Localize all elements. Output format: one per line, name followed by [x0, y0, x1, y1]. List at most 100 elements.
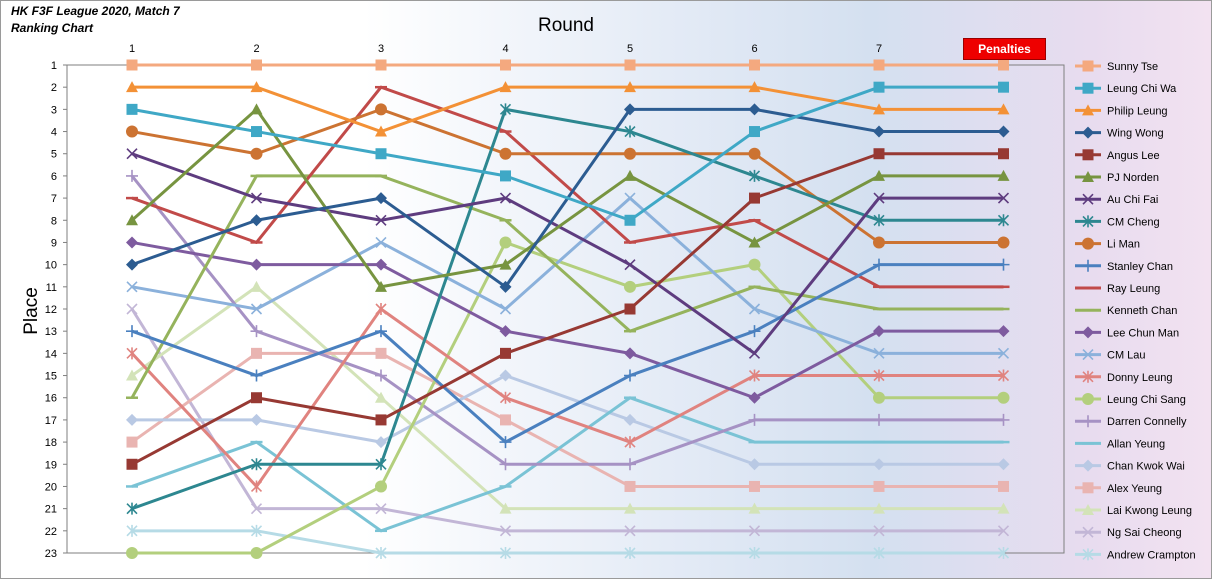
data-point	[873, 59, 885, 71]
y-tick-label: 22	[45, 526, 57, 538]
data-point	[624, 502, 636, 514]
data-point	[624, 214, 636, 226]
data-point	[624, 413, 636, 426]
data-point	[748, 347, 761, 359]
y-tick-label: 12	[45, 304, 57, 316]
data-point	[250, 103, 263, 115]
data-point	[748, 103, 761, 116]
legend-entry: Leung Chi Wa	[1107, 83, 1177, 95]
data-point	[375, 303, 387, 315]
penalty-point	[997, 458, 1010, 471]
data-point	[749, 59, 760, 71]
data-point	[748, 81, 761, 93]
data-point	[624, 369, 636, 382]
data-point	[126, 347, 138, 360]
data-point	[499, 436, 512, 449]
data-point	[499, 280, 512, 293]
data-point	[250, 214, 263, 227]
penalty-point	[997, 413, 1010, 426]
data-point	[250, 369, 263, 382]
data-point	[375, 547, 387, 559]
data-point	[873, 525, 885, 537]
data-point	[873, 169, 885, 181]
data-point	[375, 258, 387, 271]
legend-marker	[1082, 349, 1094, 361]
y-tick-label: 17	[45, 415, 57, 427]
data-point	[748, 391, 761, 404]
data-point	[499, 103, 512, 116]
data-point	[873, 125, 885, 138]
data-point	[375, 214, 387, 226]
data-point	[748, 236, 761, 248]
data-point	[873, 81, 885, 93]
data-point	[500, 347, 511, 359]
data-point	[251, 59, 262, 71]
legend-marker	[1082, 504, 1094, 515]
legend-entry: Allan Yeung	[1107, 438, 1165, 450]
y-tick-label: 14	[45, 348, 57, 360]
data-point	[375, 369, 387, 382]
legend-marker	[1082, 171, 1094, 182]
x-tick-label: 4	[502, 43, 508, 55]
legend-marker	[1082, 82, 1094, 94]
legend-entry: CM Cheng	[1107, 216, 1160, 228]
data-point	[748, 547, 761, 559]
data-point	[624, 125, 636, 138]
data-point	[250, 413, 263, 426]
legend-marker	[1082, 482, 1094, 494]
data-point	[250, 147, 263, 160]
data-point	[624, 303, 636, 315]
legend-entry: Ray Leung	[1107, 283, 1160, 295]
data-point	[126, 125, 138, 138]
legend-entry: Darren Connelly	[1107, 416, 1187, 428]
data-point	[250, 192, 263, 204]
penalty-point	[997, 369, 1010, 382]
y-tick-label: 4	[51, 127, 57, 139]
data-point	[250, 547, 263, 559]
legend-marker	[1082, 215, 1094, 228]
penalties-badge: Penalties	[963, 38, 1046, 60]
data-point	[499, 525, 512, 537]
legend-entry: Wing Wong	[1107, 128, 1164, 140]
data-point	[500, 59, 511, 71]
data-point	[375, 192, 387, 205]
data-point	[499, 325, 512, 338]
penalty-point	[997, 169, 1010, 181]
data-point	[499, 258, 512, 270]
data-point	[624, 480, 636, 492]
penalty-point	[997, 502, 1010, 514]
data-point	[375, 125, 387, 137]
legend-marker	[1082, 126, 1094, 139]
legend-entry: Alex Yeung	[1107, 483, 1162, 495]
legend-marker	[1082, 370, 1094, 383]
legend-marker	[1082, 193, 1094, 205]
chart-subtitle: Ranking Chart	[11, 21, 94, 35]
data-point	[499, 502, 512, 514]
x-tick-label: 2	[253, 43, 259, 55]
data-point	[126, 236, 138, 249]
data-point	[499, 236, 512, 249]
data-point	[126, 169, 138, 182]
x-tick-label: 7	[876, 43, 882, 55]
data-point	[748, 258, 761, 271]
data-point	[624, 81, 636, 93]
y-tick-label: 5	[51, 149, 57, 161]
data-point	[375, 59, 387, 71]
legend-entry: Angus Lee	[1107, 150, 1160, 162]
y-tick-label: 8	[51, 215, 57, 227]
data-point	[126, 214, 138, 226]
data-point	[499, 192, 512, 204]
penalty-point	[997, 125, 1010, 138]
data-point	[499, 81, 512, 93]
data-point	[499, 547, 512, 559]
data-point	[873, 347, 885, 359]
data-point	[375, 347, 387, 359]
data-point	[749, 480, 760, 492]
legend-entry: Philip Leung	[1107, 105, 1168, 117]
y-tick-label: 18	[45, 437, 57, 449]
data-point	[126, 303, 138, 315]
penalty-point	[998, 148, 1009, 160]
legend-entry: Ng Sai Cheong	[1107, 527, 1182, 539]
legend-entry: PJ Norden	[1107, 172, 1159, 184]
data-point	[624, 525, 636, 537]
